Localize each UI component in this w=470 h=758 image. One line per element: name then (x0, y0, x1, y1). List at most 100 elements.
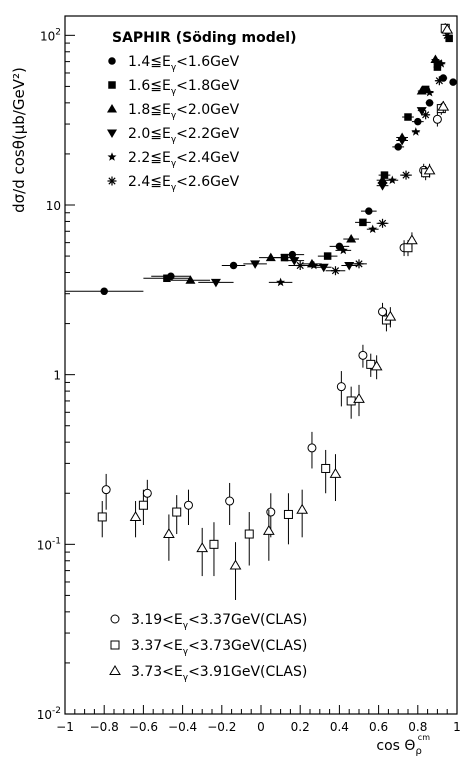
x-tick-label: −0.4 (168, 720, 197, 734)
data-point (110, 614, 120, 624)
legend-bottom-entry-0-label: 3.19<Eγ<3.37GeV(CLAS) (131, 612, 307, 631)
asterisk-stroke (422, 111, 430, 119)
y-tick-label: 1 (53, 369, 61, 383)
data-point (229, 261, 238, 270)
data-point (101, 485, 111, 495)
data-point (354, 259, 364, 269)
data-point (250, 260, 261, 269)
data-point (196, 542, 209, 553)
data-point (296, 503, 309, 514)
legend-top-entry-4-label: 2.2≦Eγ<2.4GeV (128, 150, 240, 169)
data-point (344, 261, 355, 271)
series-5 (288, 30, 452, 276)
data-point (416, 85, 427, 95)
y-tick-label: 10-2 (37, 706, 61, 722)
data-point (421, 110, 431, 120)
data-point (209, 539, 219, 549)
data-point (338, 245, 348, 255)
data-point (109, 665, 121, 675)
plot-axes: −1 −0.8 −0.6 −0.4 −0.2 0 0.2 0.4 0.6 0.8 1 10-2 10-1… (37, 15, 461, 734)
data-point (346, 396, 356, 406)
data-point (229, 559, 242, 570)
y-axis-label: dσ/d cosθ(μb/GeV²) (10, 67, 28, 213)
data-point (129, 510, 142, 521)
data-point (449, 78, 457, 86)
x-tick-label: −1 (56, 720, 74, 734)
data-point (163, 528, 175, 539)
data-point (414, 117, 422, 126)
data-point (142, 488, 152, 498)
data-point (107, 176, 117, 186)
data-point (384, 310, 397, 321)
data-point (107, 104, 117, 113)
data-point (358, 350, 368, 360)
data-point (378, 218, 388, 228)
data-point (210, 278, 221, 288)
legend-top-entry-0-label: 1.4≦Eγ<1.6GeV (128, 54, 240, 73)
x-axis-label-main: cos Θ (376, 738, 415, 754)
x-tick-label: 0.4 (330, 720, 349, 734)
data-point (387, 175, 397, 184)
data-point (432, 114, 442, 124)
data-point (183, 500, 193, 510)
data-point (368, 224, 378, 233)
data-point (336, 382, 346, 392)
data-point (403, 243, 413, 253)
y-tick-label: 10 (46, 199, 61, 213)
data-point (323, 252, 332, 260)
data-point (411, 127, 421, 136)
data-point (225, 496, 235, 506)
legend-bottom-entry-2-label: 3.73<Eγ<3.91GeV(CLAS) (131, 664, 307, 683)
data-point (416, 107, 427, 116)
data-point (425, 99, 434, 107)
data-point (172, 507, 182, 517)
data-point (437, 100, 450, 111)
x-tick-label: −0.2 (207, 720, 236, 734)
data-point (330, 266, 340, 276)
asterisk-stroke (378, 219, 387, 227)
data-series (65, 23, 457, 600)
x-axis-label-sub: ρ (415, 746, 421, 757)
data-point (110, 640, 120, 650)
data-point (163, 274, 171, 283)
data-point (421, 85, 430, 94)
x-tick-label: 0.8 (408, 720, 427, 734)
data-point (329, 467, 342, 478)
series-1 (143, 34, 453, 283)
legend-top-entry-2-label: 1.8≦Eγ<2.0GeV (128, 102, 240, 121)
data-point (436, 59, 446, 68)
asterisk-stroke (402, 171, 410, 179)
data-point (289, 257, 300, 266)
data-point (380, 171, 389, 179)
data-point (335, 242, 344, 251)
asterisk-stroke (435, 77, 443, 85)
data-point (100, 287, 108, 296)
data-point (365, 207, 373, 215)
x-tick-label: −0.8 (90, 720, 119, 734)
data-point (404, 113, 412, 121)
data-point (434, 76, 444, 86)
data-point (423, 164, 436, 175)
data-point (288, 250, 297, 259)
plot-frame (64, 15, 458, 715)
x-axis-label: cos Θρ cm (376, 733, 430, 757)
legend-bottom-entry-1-label: 3.37<Eγ<3.73GeV(CLAS) (131, 638, 307, 657)
y-tick-label: 10-1 (37, 536, 61, 552)
x-axis-label-sup: cm (418, 733, 430, 742)
data-point (378, 307, 388, 317)
data-point (108, 81, 116, 89)
data-point (353, 392, 365, 403)
data-point (370, 360, 383, 371)
data-point (406, 234, 418, 245)
asterisk-stroke (355, 260, 363, 268)
data-point (265, 252, 276, 262)
data-point (276, 277, 286, 287)
x-tick-label: 0 (257, 720, 265, 734)
data-point (107, 129, 117, 138)
legend-title: SAPHIR (Söding model) (112, 30, 296, 46)
data-point (309, 260, 319, 270)
data-point (425, 87, 435, 97)
asterisk-stroke (296, 261, 304, 270)
data-point (377, 182, 388, 191)
legend-top-entry-5-label: 2.4≦Eγ<2.6GeV (128, 174, 240, 193)
